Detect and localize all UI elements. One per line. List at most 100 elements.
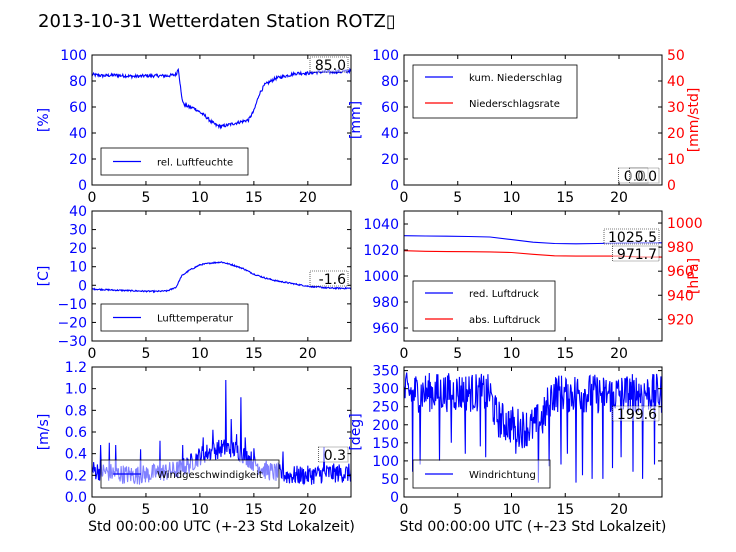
- legend-label: red. Luftdruck: [469, 289, 539, 300]
- y2-tick-label: 920: [667, 312, 694, 328]
- y-tick-label: 80: [381, 74, 399, 90]
- value-label-box: [318, 446, 349, 463]
- value-label: 0.3: [324, 448, 346, 464]
- series-line-1: [92, 261, 351, 294]
- y-tick-label: −10: [57, 297, 87, 313]
- panel-precip: 0 5 10 15 20 0 20 40 60 80 100 0 10 20 30 40 50 [mm] [mm/s…: [348, 48, 702, 206]
- y-tick-label: 60: [69, 100, 87, 116]
- x-tick-label: 0: [400, 502, 409, 518]
- legend-label: kum. Niederschlag: [469, 73, 562, 84]
- y-tick-label: 200: [372, 418, 399, 434]
- y-tick-label: 1040: [363, 217, 399, 233]
- x-tick-label: 0: [88, 346, 97, 362]
- plot-frame: [403, 54, 663, 186]
- x-tick-label: 20: [299, 346, 317, 362]
- y-tick-label: 20: [69, 152, 87, 168]
- x-tick-label: 10: [503, 190, 521, 206]
- y-axis-label: [m/s]: [36, 414, 52, 451]
- legend-label: Niederschlagsrate: [469, 99, 560, 110]
- value-label-secondary: 971.7: [617, 247, 657, 263]
- legend: Lufttemperatur: [100, 303, 249, 332]
- legend-label: Windrichtung: [469, 470, 536, 481]
- y-tick-label: 0.4: [65, 447, 87, 463]
- x-tick-label: 10: [503, 502, 521, 518]
- x-tick-label: 15: [245, 346, 263, 362]
- plot-frame: [91, 54, 352, 186]
- y-tick-label: 250: [372, 400, 399, 416]
- y-tick-label: 40: [381, 126, 399, 142]
- y-tick-label: −20: [57, 315, 87, 331]
- value-label-box: [603, 228, 660, 245]
- y-axis-label: [mm]: [348, 101, 364, 139]
- y-tick-label: 0.6: [65, 425, 87, 441]
- y2-tick-label: 30: [667, 100, 685, 116]
- value-label: 199.6: [617, 407, 657, 423]
- y2-tick-label: 1000: [667, 216, 703, 232]
- value-label-box: [309, 270, 349, 287]
- y-tick-label: 100: [372, 454, 399, 470]
- x-tick-label: 0: [88, 190, 97, 206]
- x-tick-label: 20: [610, 346, 628, 362]
- legend-label: rel. Luftfeuchte: [157, 158, 233, 169]
- y-tick-label: 0.0: [65, 490, 87, 506]
- legend-label: abs. Luftdruck: [469, 315, 540, 326]
- series-line-1: [92, 67, 351, 130]
- legend: kum. Niederschlag Niederschlagsrate: [412, 64, 578, 119]
- y-axis-label: [C]: [36, 266, 52, 287]
- y-axis-label: [deg]: [348, 413, 364, 450]
- x-tick-label: 10: [191, 190, 209, 206]
- panel-humidity: 0 5 10 15 20 0 20 40 60 80 100 [%] rel. Luftfeuchte 8…: [36, 48, 352, 206]
- y2-tick-label: 20: [667, 126, 685, 142]
- y-tick-label: 100: [60, 48, 87, 64]
- x-tick-label: 20: [299, 190, 317, 206]
- value-label-secondary-box: [612, 245, 660, 262]
- value-label: 85.0: [315, 58, 346, 74]
- y-tick-label: 80: [69, 74, 87, 90]
- legend-label: Windgeschwindigkeit: [157, 470, 263, 481]
- x-tick-label: 5: [453, 190, 462, 206]
- y-tick-label: 1.0: [65, 382, 87, 398]
- x-tick-label: 15: [556, 190, 574, 206]
- y-tick-label: 150: [372, 436, 399, 452]
- legend-label: Lufttemperatur: [157, 314, 234, 325]
- value-label-box: [309, 56, 349, 73]
- x-tick-label: 5: [141, 346, 150, 362]
- x-tick-label: 5: [453, 502, 462, 518]
- y-tick-label: 40: [69, 204, 87, 220]
- legend: Windgeschwindigkeit: [100, 459, 280, 489]
- y-tick-label: 10: [69, 260, 87, 276]
- value-label-box: [612, 405, 660, 422]
- legend: red. Luftdruck abs. Luftdruck: [412, 280, 556, 332]
- x-tick-label: 15: [245, 190, 263, 206]
- x-tick-label: 10: [503, 346, 521, 362]
- series-line-1: [404, 372, 662, 483]
- y2-tick-label: 10: [667, 152, 685, 168]
- y2-tick-label: 940: [667, 288, 694, 304]
- x-tick-label: 5: [141, 190, 150, 206]
- y-tick-label: 20: [69, 241, 87, 257]
- x-tick-label: 0: [400, 190, 409, 206]
- y-tick-label: 0.2: [65, 468, 87, 484]
- x-tick-label: 20: [299, 502, 317, 518]
- x-tick-label: 20: [610, 502, 628, 518]
- legend-box: [412, 280, 556, 332]
- y-tick-label: 40: [69, 126, 87, 142]
- x-tick-label: 15: [556, 346, 574, 362]
- x-tick-label: 20: [610, 190, 628, 206]
- y-tick-label: 60: [381, 100, 399, 116]
- y-tick-label: 30: [69, 223, 87, 239]
- y2-tick-label: 40: [667, 74, 685, 90]
- panel-wind: 0 5 10 15 20 0.0 0.2 0.4 0.6 0.8 1.0 1.2 [m/s] Std 00…: [36, 360, 355, 535]
- plot-frame: [91, 210, 352, 342]
- legend: Windrichtung: [412, 459, 551, 489]
- y2-tick-label: 0: [667, 178, 676, 194]
- y-tick-label: 0: [78, 178, 87, 194]
- y-tick-label: 0: [390, 490, 399, 506]
- y-tick-label: 1000: [363, 269, 399, 285]
- panel-pressure: 0 5 10 15 20 960 980 1000 1020 1040 920 940 960 980 10…: [363, 210, 703, 362]
- y-tick-label: 1.2: [65, 360, 87, 376]
- legend: rel. Luftfeuchte: [100, 147, 249, 176]
- x-tick-label: 10: [191, 346, 209, 362]
